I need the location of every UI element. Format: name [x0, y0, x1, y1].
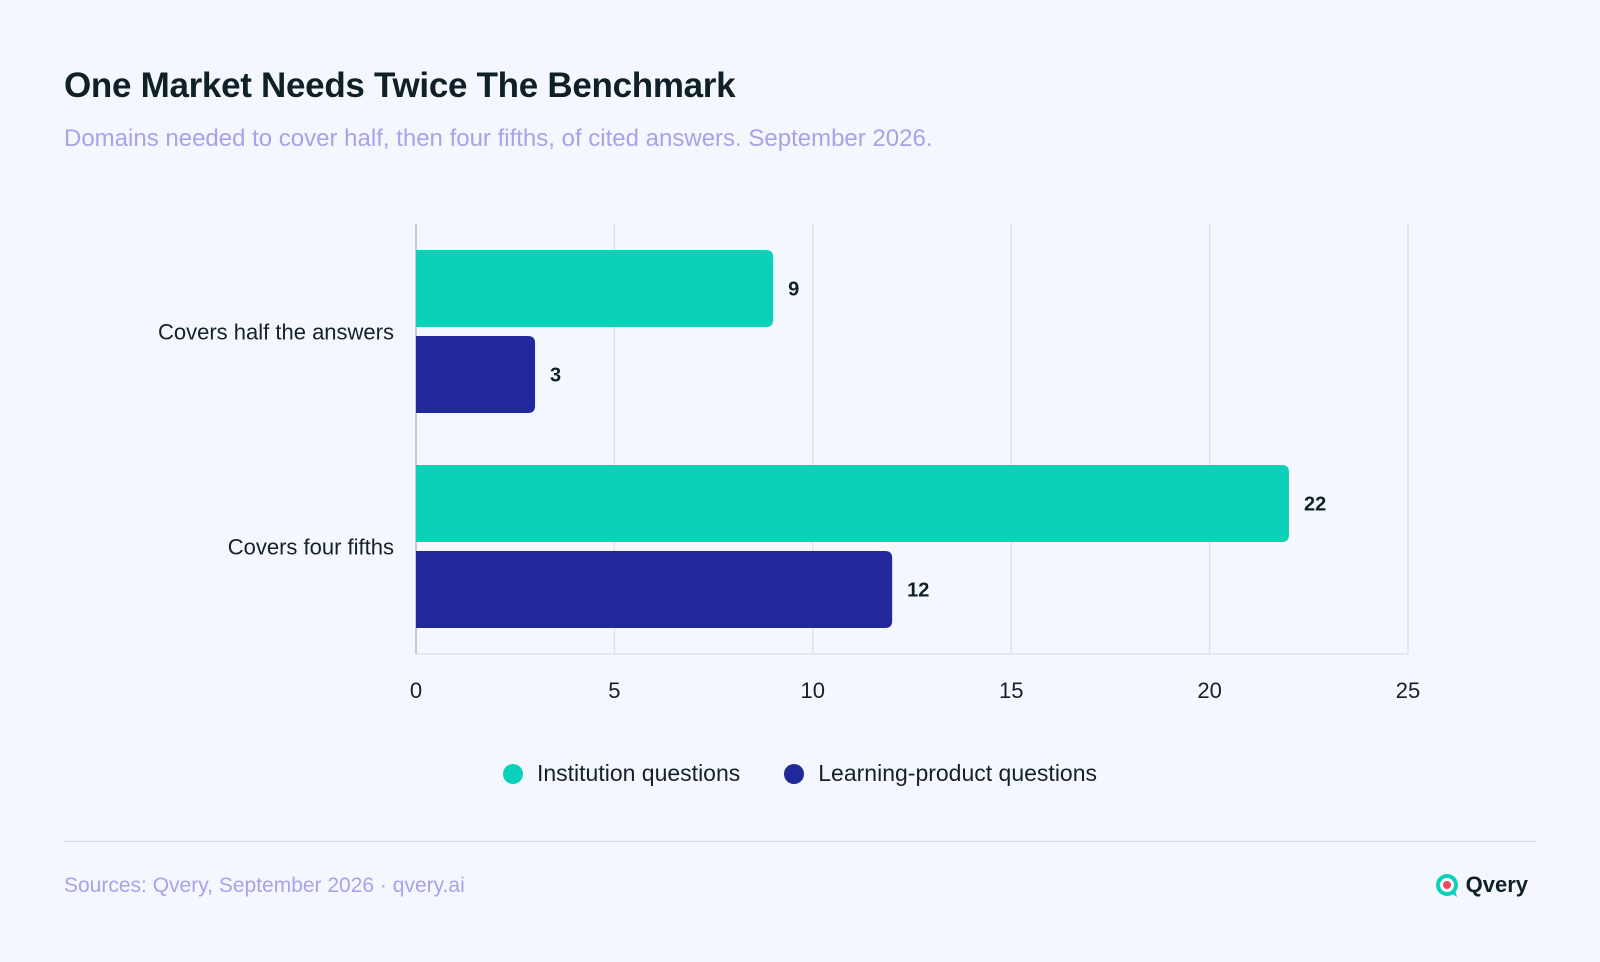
bar-chart: 0 5 10 15 20 25 Covers half the answers 9 3 Cover…: [158, 224, 1420, 703]
brand-name: Qvery: [1465, 872, 1528, 897]
legend-item-learning: Learning-product questions: [784, 760, 1097, 787]
source-note: Sources: Qvery, September 2026 · qvery.a…: [64, 874, 465, 897]
category-label: Covers four fifths: [228, 535, 394, 560]
x-tick-label: 25: [1396, 678, 1420, 703]
bar: [416, 336, 536, 413]
footer-divider: [64, 841, 1536, 842]
legend-label: Institution questions: [536, 760, 741, 786]
data-label: 12: [907, 580, 929, 602]
category-label: Covers half the answers: [158, 320, 394, 345]
x-tick-label: 10: [801, 678, 825, 703]
legend-label: Learning-product questions: [818, 760, 1098, 786]
bar: [416, 465, 1289, 542]
x-tick-label: 20: [1197, 678, 1221, 703]
legend-item-institution: Institution questions: [502, 760, 741, 787]
data-label: 3: [550, 365, 561, 387]
chart-legend: Institution questions Learning-product q…: [0, 760, 1600, 787]
bar: [416, 551, 893, 628]
chart-title: One Market Needs Twice The Benchmark: [64, 66, 736, 105]
brand[interactable]: Qvery: [1434, 872, 1528, 898]
qvery-logo-icon: [1435, 874, 1458, 897]
x-tick-label: 0: [410, 678, 422, 703]
bar: [416, 250, 774, 327]
x-tick-label: 15: [999, 678, 1023, 703]
data-label: 9: [788, 279, 799, 301]
x-tick-label: 5: [608, 678, 620, 703]
navy-dot-icon: [784, 763, 805, 784]
chart-subtitle: Domains needed to cover half, then four …: [64, 125, 933, 152]
data-label: 22: [1304, 494, 1326, 516]
teal-dot-icon: [502, 763, 523, 784]
